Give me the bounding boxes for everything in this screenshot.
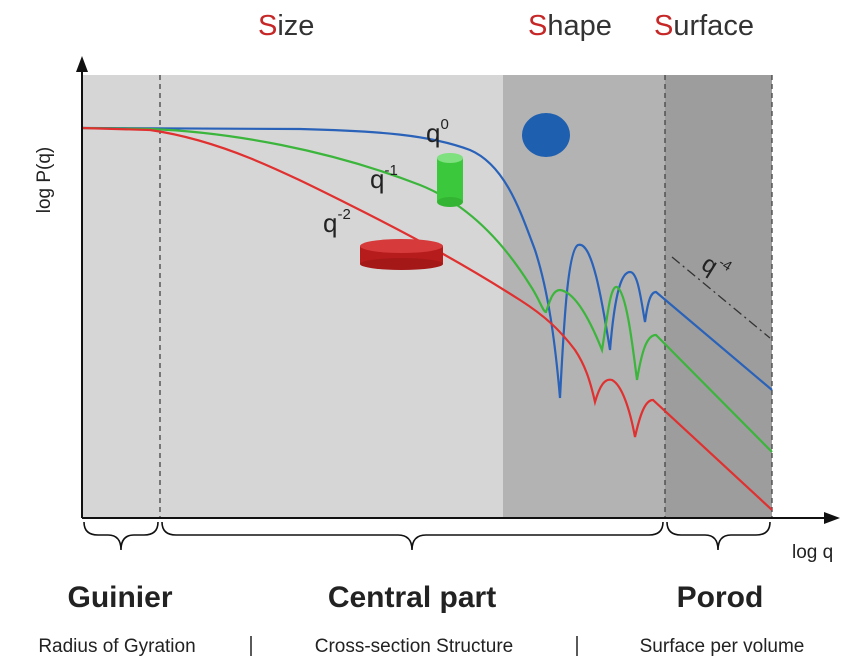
slope-base: q bbox=[323, 208, 337, 238]
slope-exponent: 0 bbox=[440, 116, 448, 133]
slope-base: q bbox=[370, 164, 384, 194]
disc-icon bbox=[360, 239, 443, 270]
region-label: Central part bbox=[328, 581, 496, 614]
region-background bbox=[665, 75, 772, 518]
region-label: Guinier bbox=[67, 581, 172, 614]
region-description: Radius of Gyration bbox=[38, 636, 195, 657]
slope-base: q bbox=[426, 118, 440, 148]
region-description: Cross-section Structure bbox=[315, 636, 514, 657]
cylinder-icon bbox=[437, 153, 463, 207]
y-axis-label: log P(q) bbox=[34, 147, 55, 214]
region-label: Porod bbox=[677, 581, 764, 614]
braces bbox=[84, 522, 770, 550]
x-arrow bbox=[824, 512, 840, 524]
slope-exponent: -2 bbox=[337, 206, 350, 223]
page: Size Shape Surface log P(q) log q q0 q-1… bbox=[0, 0, 862, 662]
region-description: Surface per volume bbox=[640, 636, 805, 657]
sphere-icon bbox=[522, 113, 570, 157]
x-axis-label: log q bbox=[792, 542, 833, 563]
diagram: log P(q) log q q0 q-1 q-2 q-4 Guinier Ce… bbox=[0, 0, 862, 662]
y-arrow bbox=[76, 56, 88, 72]
slope-exponent: -1 bbox=[384, 162, 397, 179]
